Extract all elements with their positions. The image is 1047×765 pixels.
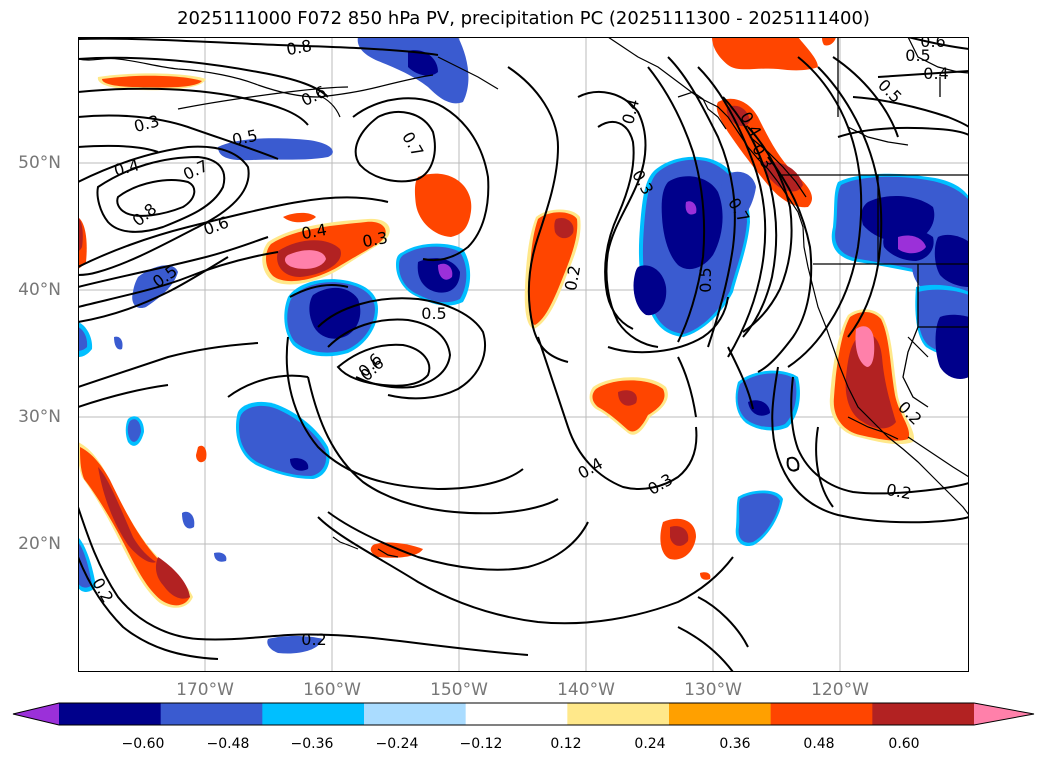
colorbar-tick-label: 0.48: [803, 736, 835, 752]
colorbar-cell: [770, 703, 873, 725]
contour-label: 0.8: [285, 37, 313, 59]
colorbar-outline: [12, 702, 1035, 726]
colorbar-tick-label: 0.60: [888, 736, 920, 752]
contour-label: 0.4: [300, 220, 328, 243]
colorbar-tick-label: 0.36: [719, 736, 751, 752]
colorbar-tick-label: −0.24: [375, 736, 419, 752]
pv-contours: [78, 37, 969, 672]
precip-negative-areas: [78, 37, 969, 654]
colorbar-extend-min: [13, 703, 59, 725]
latitude-label: 40°N: [18, 280, 61, 300]
longitude-label: 160°W: [303, 680, 361, 700]
contour-label: 0.2: [561, 264, 584, 292]
longitude-label: 150°W: [430, 680, 488, 700]
colorbar-cells: [13, 703, 1034, 725]
contour-label: 0.5: [696, 267, 715, 292]
latitude-label: 50°N: [18, 153, 61, 173]
longitude-label: 140°W: [557, 680, 615, 700]
contour-label: 0.2: [885, 480, 913, 503]
contour-label: 0.5: [421, 304, 446, 323]
contour-label: 0.5: [230, 126, 259, 150]
contour-label: 0.2: [301, 630, 326, 649]
colorbar-tick-label: −0.48: [206, 736, 250, 752]
map-frame: [78, 37, 969, 672]
latitude-label: 20°N: [18, 534, 61, 554]
precip-positive-areas: [78, 37, 915, 608]
map-panel: 0.8 0.6 0.3 0.5 0.4 0.7 0.8 0.6 0.7 0.5 …: [78, 37, 969, 672]
colorbar-cell: [567, 703, 670, 725]
colorbar-tick-label: 0.24: [634, 736, 666, 752]
contour-label: 0.6: [920, 37, 945, 51]
colorbar-cell: [160, 703, 263, 725]
colorbar-tick-label: −0.12: [459, 736, 503, 752]
contour-label: 0.3: [361, 228, 389, 251]
contour-label: 0.5: [905, 46, 930, 65]
colorbar: [12, 702, 1035, 726]
map-plot: 0.8 0.6 0.3 0.5 0.4 0.7 0.8 0.6 0.7 0.5 …: [78, 37, 969, 672]
colorbar-tick-label: 0.12: [550, 736, 582, 752]
map-title: 2025111000 F072 850 hPa PV, precipitatio…: [177, 8, 870, 29]
colorbar-tick-label: −0.60: [121, 736, 165, 752]
contour-label: 0.4: [923, 64, 948, 83]
colorbar-cell: [669, 703, 772, 725]
colorbar-extend-max: [974, 703, 1034, 725]
colorbar-cell: [364, 703, 467, 725]
colorbar-cell: [465, 703, 568, 725]
political-borders: [778, 37, 969, 408]
longitude-label: 170°W: [176, 680, 234, 700]
coastlines: [78, 37, 969, 558]
colorbar-cell: [262, 703, 365, 725]
longitude-label: 120°W: [811, 680, 869, 700]
longitude-label: 130°W: [684, 680, 742, 700]
colorbar-cell: [872, 703, 975, 725]
colorbar-cell: [59, 703, 162, 725]
colorbar-tick-label: −0.36: [290, 736, 334, 752]
latitude-label: 30°N: [18, 407, 61, 427]
